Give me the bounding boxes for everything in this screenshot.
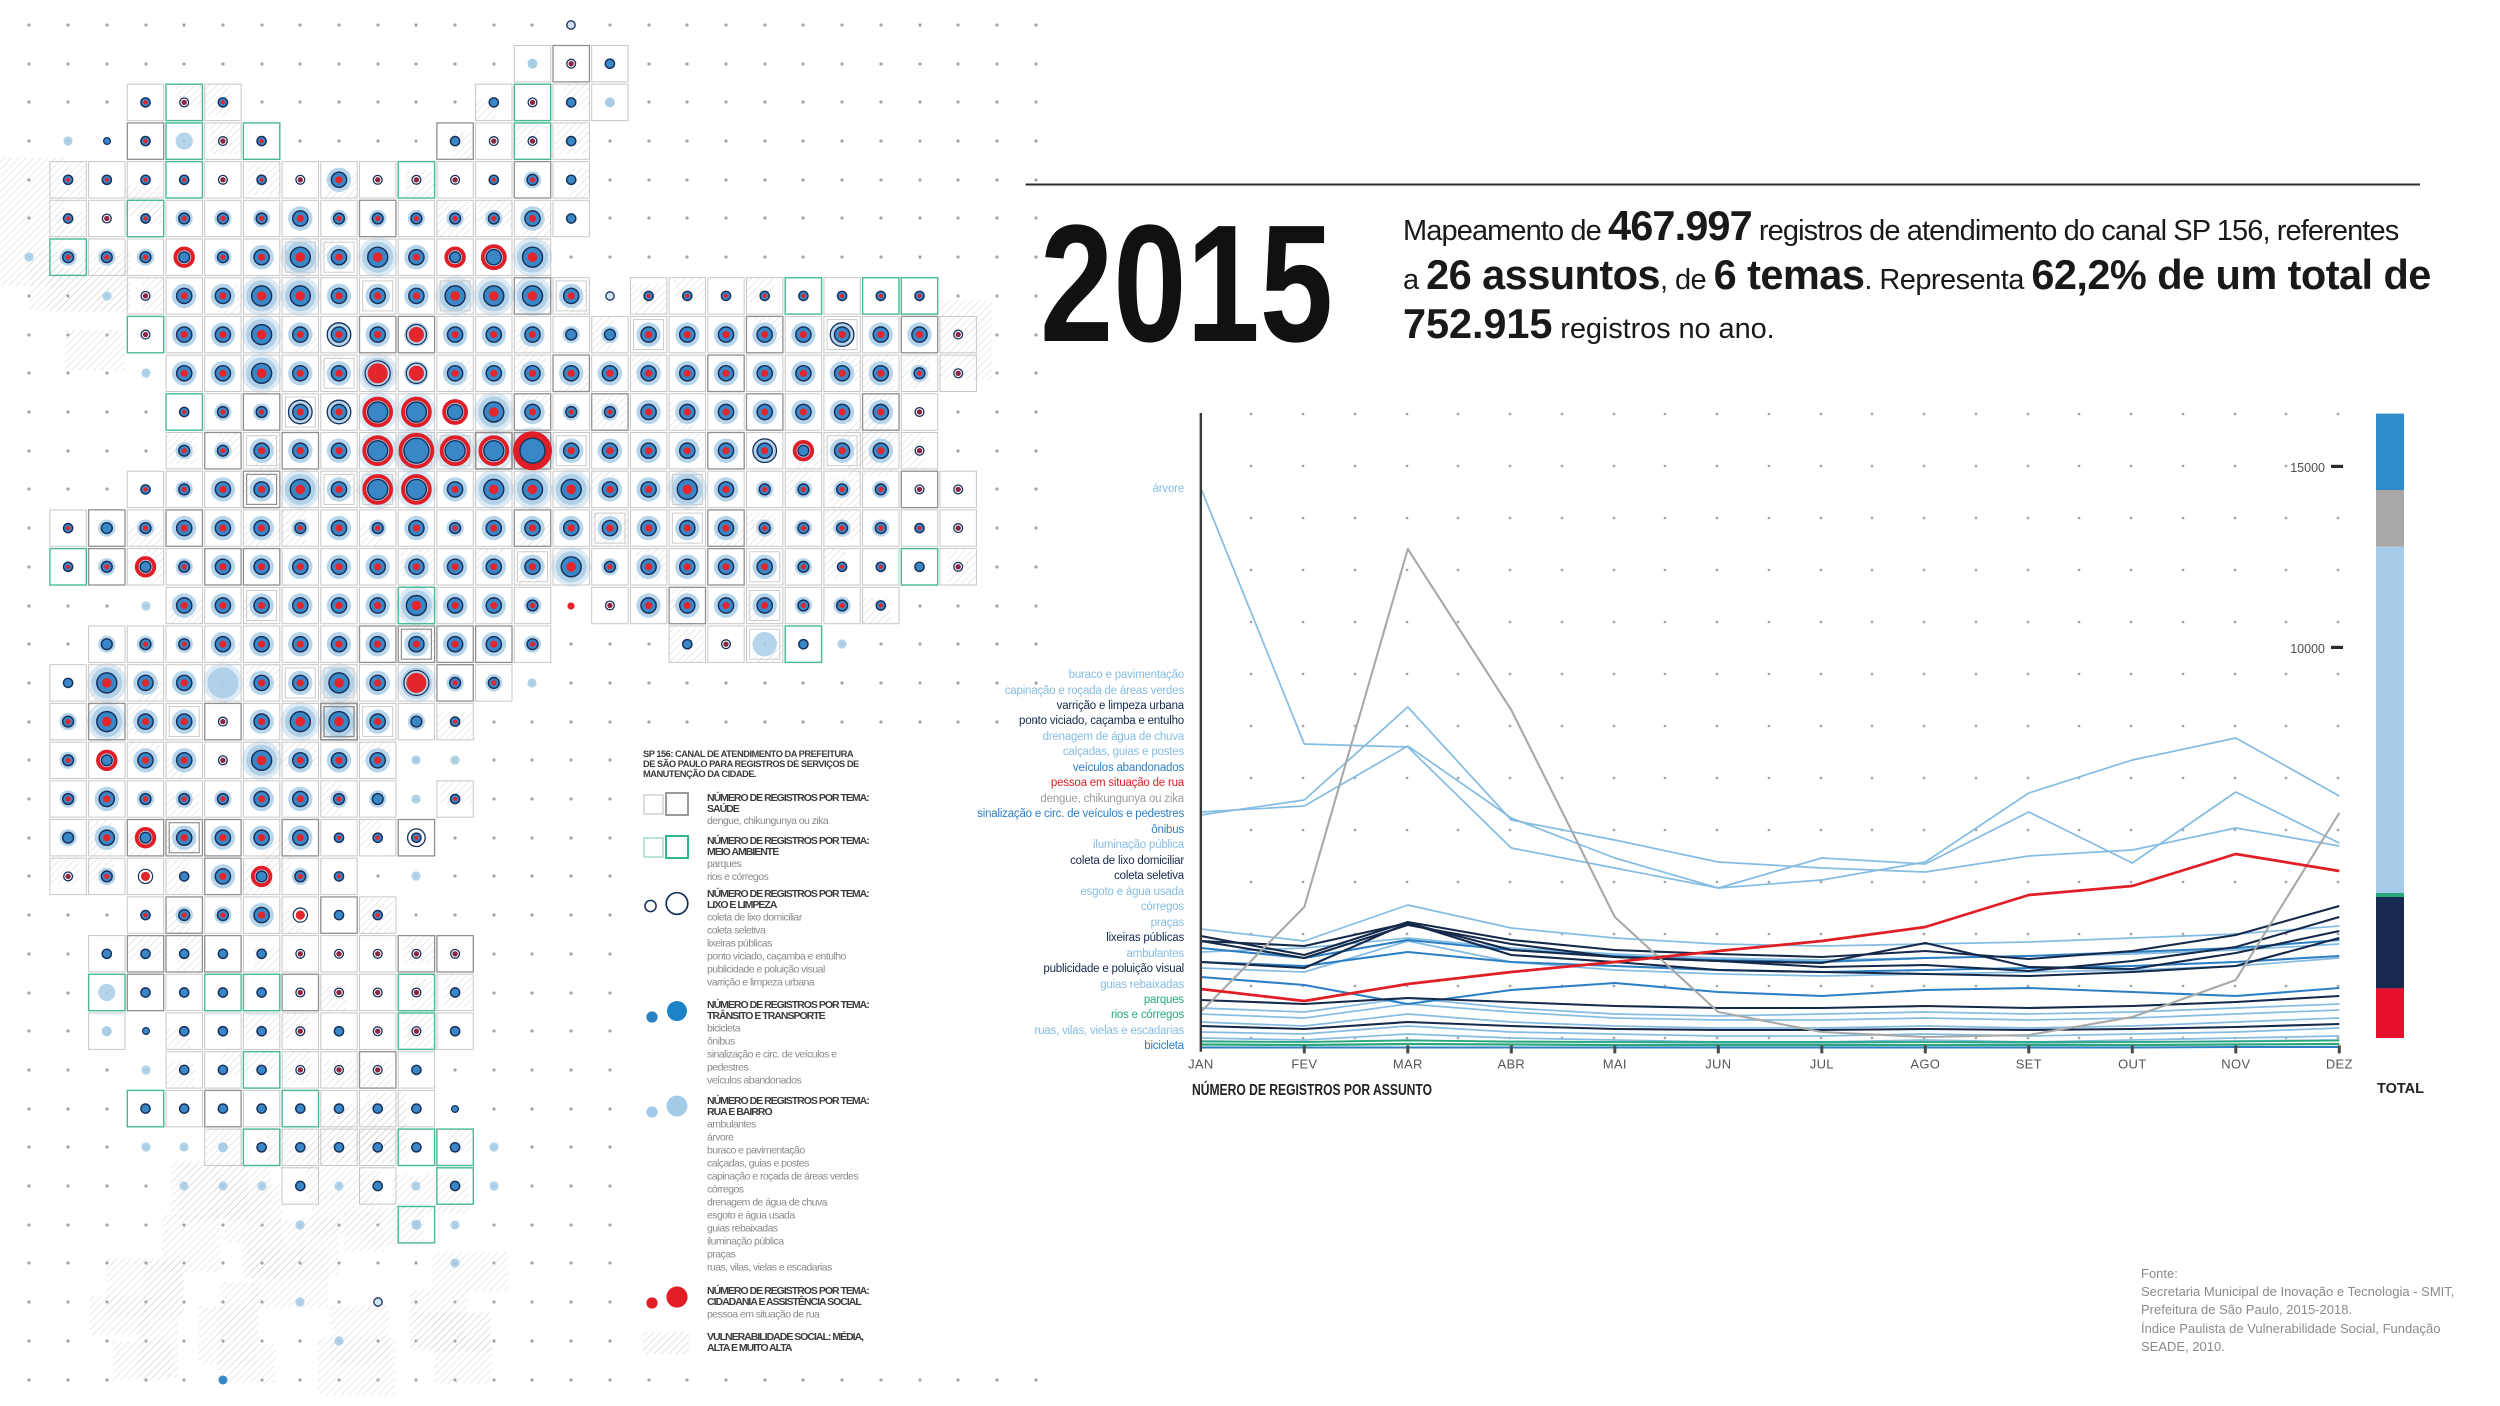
svg-text:ruas, vilas, vielas e escadari: ruas, vilas, vielas e escadarias xyxy=(1034,1025,1184,1037)
svg-text:ALTA E MUITO ALTA: ALTA E MUITO ALTA xyxy=(707,1342,793,1354)
svg-text:DE SÃO PAULO PARA REGISTROS DE: DE SÃO PAULO PARA REGISTROS DE SERVIÇOS … xyxy=(643,759,859,769)
svg-text:RUA E BAIRRO: RUA E BAIRRO xyxy=(707,1106,772,1118)
svg-text:dengue, chikungunya ou zika: dengue, chikungunya ou zika xyxy=(707,815,829,827)
svg-text:SET: SET xyxy=(2016,1057,2042,1072)
svg-text:iluminação pública: iluminação pública xyxy=(707,1236,784,1248)
svg-text:SP 156: CANAL DE ATENDIMENTO D: SP 156: CANAL DE ATENDIMENTO DA PREFEITU… xyxy=(643,749,854,759)
svg-text:AGO: AGO xyxy=(1910,1057,1940,1072)
svg-text:VULNERABILIDADE SOCIAL: MÉDIA: VULNERABILIDADE SOCIAL: MÉDIA, xyxy=(707,1330,864,1343)
svg-text:752.915 registros no ano.: 752.915 registros no ano. xyxy=(1403,300,1775,347)
svg-text:MAR: MAR xyxy=(1393,1057,1423,1072)
svg-text:NÚMERO DE REGISTROS POR TEMA:: NÚMERO DE REGISTROS POR TEMA: xyxy=(707,887,869,900)
svg-text:varrição e limpeza urbana: varrição e limpeza urbana xyxy=(1057,700,1185,712)
svg-text:capinação e roçada de áreas ve: capinação e roçada de áreas verdes xyxy=(1005,685,1185,697)
svg-text:LIXO E LIMPEZA: LIXO E LIMPEZA xyxy=(707,899,778,911)
svg-text:MAI: MAI xyxy=(1603,1057,1627,1072)
svg-text:pessoa em situação de rua: pessoa em situação de rua xyxy=(1051,777,1185,789)
svg-text:calçadas, guias e postes: calçadas, guias e postes xyxy=(1063,746,1185,758)
svg-text:rios e córregos: rios e córregos xyxy=(1111,1009,1185,1021)
svg-text:FEV: FEV xyxy=(1291,1057,1317,1072)
svg-text:NÚMERO DE REGISTROS POR TEMA:: NÚMERO DE REGISTROS POR TEMA: xyxy=(707,998,869,1011)
svg-text:OUT: OUT xyxy=(2118,1057,2146,1072)
svg-text:2015: 2015 xyxy=(1040,191,1333,377)
svg-text:calçadas, guias e postes: calçadas, guias e postes xyxy=(707,1158,809,1170)
svg-text:veículos abandonados: veículos abandonados xyxy=(707,1075,801,1087)
svg-text:JUN: JUN xyxy=(1705,1057,1731,1072)
svg-text:parques: parques xyxy=(707,858,741,870)
svg-text:ponto viciado, caçamba e entul: ponto viciado, caçamba e entulho xyxy=(1019,715,1184,727)
svg-text:córregos: córregos xyxy=(707,1184,744,1196)
svg-text:buraco e pavimentação: buraco e pavimentação xyxy=(1069,669,1184,681)
svg-text:10000: 10000 xyxy=(2290,642,2325,656)
svg-text:Índice Paulista de Vulnerabili: Índice Paulista de Vulnerabilidade Socia… xyxy=(2141,1321,2440,1336)
svg-text:sinalização e circ. de veículo: sinalização e circ. de veículos e xyxy=(707,1049,837,1061)
svg-text:coleta seletiva: coleta seletiva xyxy=(1114,870,1185,882)
svg-text:pessoa em situação de rua: pessoa em situação de rua xyxy=(707,1309,820,1321)
svg-text:DEZ: DEZ xyxy=(2326,1057,2353,1072)
svg-text:ABR: ABR xyxy=(1497,1057,1525,1072)
svg-text:15000: 15000 xyxy=(2290,461,2325,475)
svg-text:NÚMERO DE REGISTROS POR TEMA:: NÚMERO DE REGISTROS POR TEMA: xyxy=(707,1284,869,1297)
svg-text:esgoto e água usada: esgoto e água usada xyxy=(707,1210,795,1222)
svg-text:TRÂNSITO E TRANSPORTE: TRÂNSITO E TRANSPORTE xyxy=(707,1009,826,1022)
svg-text:NÚMERO DE REGISTROS POR ASSUNT: NÚMERO DE REGISTROS POR ASSUNTO xyxy=(1192,1081,1432,1099)
svg-text:córregos: córregos xyxy=(1141,901,1185,913)
svg-text:buraco e pavimentação: buraco e pavimentação xyxy=(707,1145,805,1157)
svg-text:NÚMERO DE REGISTROS POR TEMA:: NÚMERO DE REGISTROS POR TEMA: xyxy=(707,791,869,804)
svg-text:Fonte:: Fonte: xyxy=(2141,1266,2178,1281)
svg-text:praças: praças xyxy=(1151,917,1185,929)
svg-text:drenagem de água de chuva: drenagem de água de chuva xyxy=(1043,731,1185,743)
svg-text:SAÚDE: SAÚDE xyxy=(707,802,740,815)
svg-text:parques: parques xyxy=(1144,994,1185,1006)
svg-text:Mapeamento de 467.997 registro: Mapeamento de 467.997 registros de atend… xyxy=(1403,202,2399,249)
svg-text:ruas, vilas, vielas e escadari: ruas, vilas, vielas e escadarias xyxy=(707,1262,832,1274)
svg-text:ônibus: ônibus xyxy=(707,1036,735,1048)
svg-text:esgoto e água usada: esgoto e água usada xyxy=(1080,886,1184,898)
svg-text:guias rebaixadas: guias rebaixadas xyxy=(1100,979,1184,991)
svg-text:coleta de lixo domiciliar: coleta de lixo domiciliar xyxy=(707,912,803,924)
svg-text:NÚMERO DE REGISTROS POR TEMA:: NÚMERO DE REGISTROS POR TEMA: xyxy=(707,1094,869,1107)
svg-text:a 26 assuntos, de 6 temas. Rep: a 26 assuntos, de 6 temas. Representa 62… xyxy=(1403,251,2431,298)
svg-text:rios e córregos: rios e córregos xyxy=(707,871,768,883)
svg-text:ponto viciado, caçamba e entul: ponto viciado, caçamba e entulho xyxy=(707,951,847,963)
svg-text:iluminação pública: iluminação pública xyxy=(1093,839,1185,851)
svg-text:capinação e roçada de áreas ve: capinação e roçada de áreas verdes xyxy=(707,1171,858,1183)
svg-text:varrição e limpeza urbana: varrição e limpeza urbana xyxy=(707,977,815,989)
svg-text:SEADE, 2010.: SEADE, 2010. xyxy=(2141,1339,2225,1354)
svg-text:árvore: árvore xyxy=(1153,483,1184,495)
svg-text:lixeiras públicas: lixeiras públicas xyxy=(707,938,772,950)
svg-text:Prefeitura de São Paulo, 2015-: Prefeitura de São Paulo, 2015-2018. xyxy=(2141,1302,2352,1317)
svg-text:NÚMERO DE REGISTROS POR TEMA:: NÚMERO DE REGISTROS POR TEMA: xyxy=(707,834,869,847)
svg-text:MANUTENÇÃO DA CIDADE.: MANUTENÇÃO DA CIDADE. xyxy=(643,769,756,779)
svg-text:bicicleta: bicicleta xyxy=(707,1023,741,1035)
svg-text:JUL: JUL xyxy=(1810,1057,1834,1072)
svg-text:ambulantes: ambulantes xyxy=(707,1119,756,1131)
svg-text:drenagem de água de chuva: drenagem de água de chuva xyxy=(707,1197,828,1209)
svg-text:bicicleta: bicicleta xyxy=(1144,1040,1185,1052)
svg-text:Secretaria Municipal de Inovaç: Secretaria Municipal de Inovação e Tecno… xyxy=(2141,1284,2454,1299)
svg-text:ônibus: ônibus xyxy=(1151,824,1184,836)
svg-text:ambulantes: ambulantes xyxy=(1127,948,1185,960)
svg-text:MEIO AMBIENTE: MEIO AMBIENTE xyxy=(707,846,779,858)
svg-text:lixeiras públicas: lixeiras públicas xyxy=(1106,932,1184,944)
svg-text:guias rebaixadas: guias rebaixadas xyxy=(707,1223,778,1235)
svg-text:pedestres: pedestres xyxy=(707,1062,748,1074)
svg-text:árvore: árvore xyxy=(707,1132,734,1144)
svg-text:NOV: NOV xyxy=(2221,1057,2250,1072)
svg-text:publicidade e poluição visual: publicidade e poluição visual xyxy=(1043,963,1184,975)
svg-text:dengue, chikungunya ou zika: dengue, chikungunya ou zika xyxy=(1040,793,1184,805)
svg-text:praças: praças xyxy=(707,1249,736,1261)
svg-text:coleta seletiva: coleta seletiva xyxy=(707,925,766,937)
svg-text:coleta de lixo domiciliar: coleta de lixo domiciliar xyxy=(1070,855,1184,867)
svg-text:publicidade e poluição visual: publicidade e poluição visual xyxy=(707,964,825,976)
svg-text:CIDADANIA E ASSISTÊNCIA SOCIAL: CIDADANIA E ASSISTÊNCIA SOCIAL xyxy=(707,1295,862,1308)
svg-text:veículos abandonados: veículos abandonados xyxy=(1073,762,1185,774)
svg-text:sinalização e circ. de veículo: sinalização e circ. de veículos e pedest… xyxy=(977,808,1184,820)
svg-text:TOTAL: TOTAL xyxy=(2377,1081,2424,1097)
svg-text:JAN: JAN xyxy=(1188,1057,1213,1072)
